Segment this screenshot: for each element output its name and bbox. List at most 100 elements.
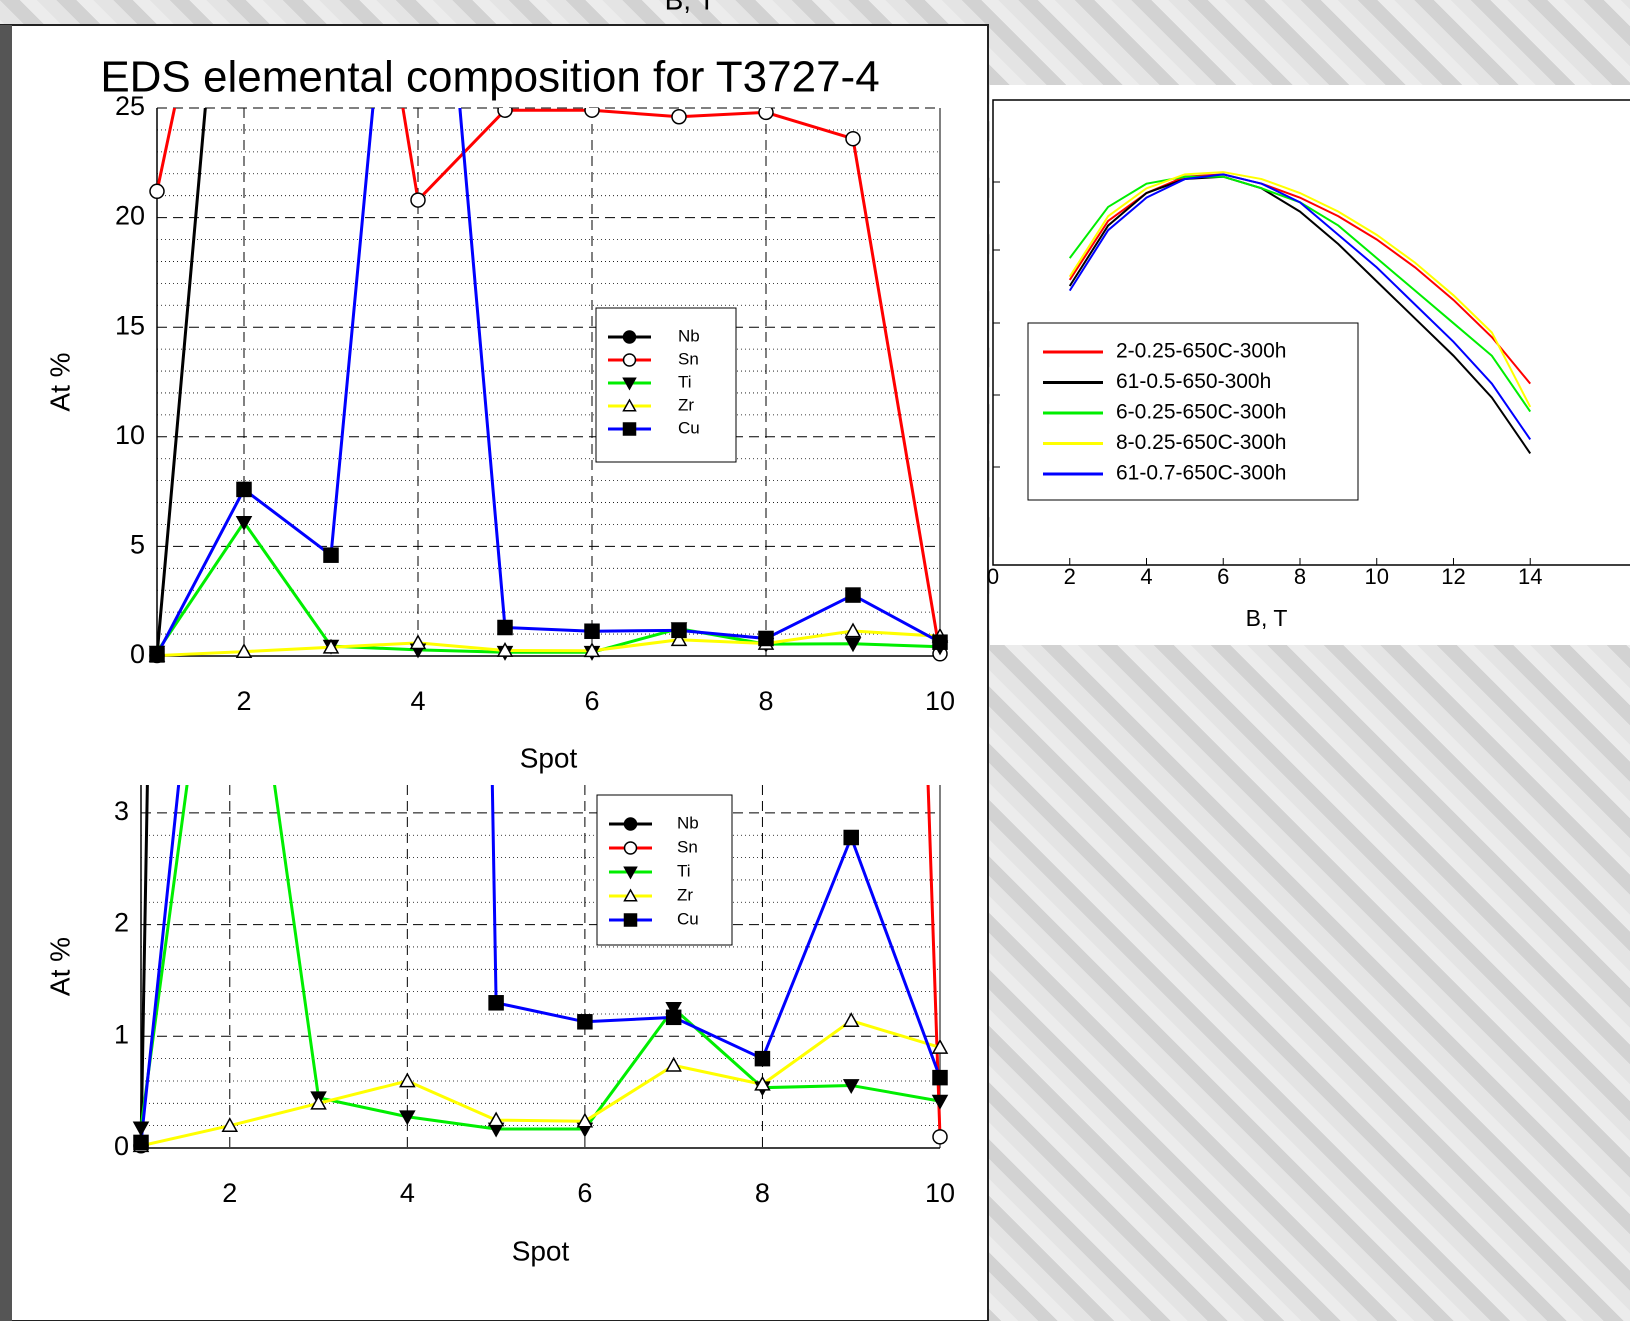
x-tick-label: 10 — [1364, 564, 1388, 589]
x-tick-label: 0 — [987, 564, 999, 589]
legend-label: Nb — [677, 813, 699, 832]
legend-label: 61-0.5-650-300h — [1116, 370, 1271, 393]
marker — [488, 995, 504, 1011]
marker — [623, 817, 638, 831]
series-line — [139, 785, 942, 1143]
series-line — [1068, 173, 1532, 441]
legend-label: Ti — [677, 861, 691, 880]
marker — [322, 638, 340, 654]
left-panel — [0, 24, 989, 1321]
marker — [496, 641, 514, 657]
marker — [622, 398, 637, 412]
marker — [931, 1038, 949, 1054]
marker — [132, 1121, 150, 1137]
marker — [842, 1079, 860, 1094]
legend-box — [595, 307, 737, 463]
marker — [758, 108, 774, 121]
marker — [235, 515, 253, 531]
marker — [310, 1094, 327, 1110]
y-tick-label: 3 — [114, 796, 129, 826]
marker — [622, 330, 637, 344]
y-tick-label: 20 — [115, 201, 145, 231]
marker — [235, 643, 253, 658]
legend-label: Nb — [678, 326, 700, 345]
marker — [409, 634, 427, 650]
y-tick-label: 2 — [114, 908, 129, 938]
marker — [932, 1129, 948, 1145]
marker — [497, 108, 513, 118]
y-axis-label: At % — [44, 352, 75, 411]
legend-label: 6-0.25-650C-300h — [1116, 401, 1286, 424]
marker — [622, 422, 637, 436]
marker — [754, 1075, 771, 1091]
marker — [665, 1056, 682, 1072]
marker — [399, 1072, 416, 1088]
series-line — [155, 108, 941, 656]
plot-area — [1068, 171, 1532, 454]
x-axis-label: Spot — [512, 1235, 570, 1266]
marker — [671, 622, 687, 639]
marker — [576, 1112, 594, 1128]
series-line — [1068, 171, 1532, 408]
marker — [583, 642, 601, 658]
marker — [411, 0, 425, 5]
y-tick-label: 0 — [114, 1131, 129, 1161]
x-tick-label: 4 — [1140, 564, 1152, 589]
series-line — [156, 629, 941, 658]
marker — [670, 631, 688, 647]
x-tick-label: 6 — [584, 686, 599, 716]
marker — [623, 841, 638, 855]
marker — [149, 647, 165, 663]
x-tick-label: 6 — [577, 1178, 592, 1208]
plot-frame — [992, 99, 1630, 566]
plot-area — [132, 785, 949, 1154]
series-line — [155, 519, 941, 654]
legend-label: Cu — [677, 909, 699, 928]
x-tick-label: 2 — [1064, 564, 1076, 589]
left-edge — [0, 25, 12, 1321]
marker — [622, 377, 637, 391]
legend-label: 61-0.7-650C-300h — [1116, 462, 1286, 485]
legend-label: Sn — [678, 349, 699, 368]
marker — [323, 547, 339, 563]
legend-label: Zr — [678, 395, 694, 414]
marker — [410, 192, 426, 208]
marker — [133, 1134, 149, 1151]
series-line — [139, 785, 941, 1131]
legend-box — [596, 794, 733, 946]
marker — [236, 481, 252, 498]
x-tick-label: 14 — [1518, 564, 1542, 589]
series-line — [140, 1019, 941, 1148]
marker — [487, 1111, 505, 1127]
marker — [845, 130, 861, 147]
x-tick-label: 2 — [236, 686, 251, 716]
x-tick-label: 8 — [755, 1178, 770, 1208]
legend-label: Ti — [678, 372, 692, 391]
marker — [622, 353, 637, 367]
x-tick-label: 4 — [400, 1178, 415, 1208]
legend-label: Zr — [677, 885, 693, 904]
marker — [623, 888, 638, 902]
marker — [584, 623, 600, 639]
y-tick-label: 5 — [130, 530, 145, 560]
marker — [932, 634, 948, 650]
x-tick-label: 10 — [925, 686, 955, 716]
x-axis-label: Spot — [520, 742, 578, 773]
plot-area — [148, 0, 949, 664]
legend-label: 2-0.25-650C-300h — [1116, 340, 1286, 363]
marker — [845, 587, 861, 603]
marker — [842, 1012, 860, 1028]
y-axis-label: At % — [44, 937, 75, 996]
marker — [665, 1002, 682, 1017]
y-tick-label: 1 — [114, 1019, 129, 1049]
marker — [221, 1117, 239, 1133]
legend-label: Cu — [678, 418, 700, 437]
marker — [758, 630, 774, 647]
marker — [844, 637, 862, 653]
marker — [931, 1094, 949, 1110]
marker — [497, 619, 513, 636]
marker — [623, 913, 638, 927]
legend-label: Sn — [677, 837, 698, 856]
